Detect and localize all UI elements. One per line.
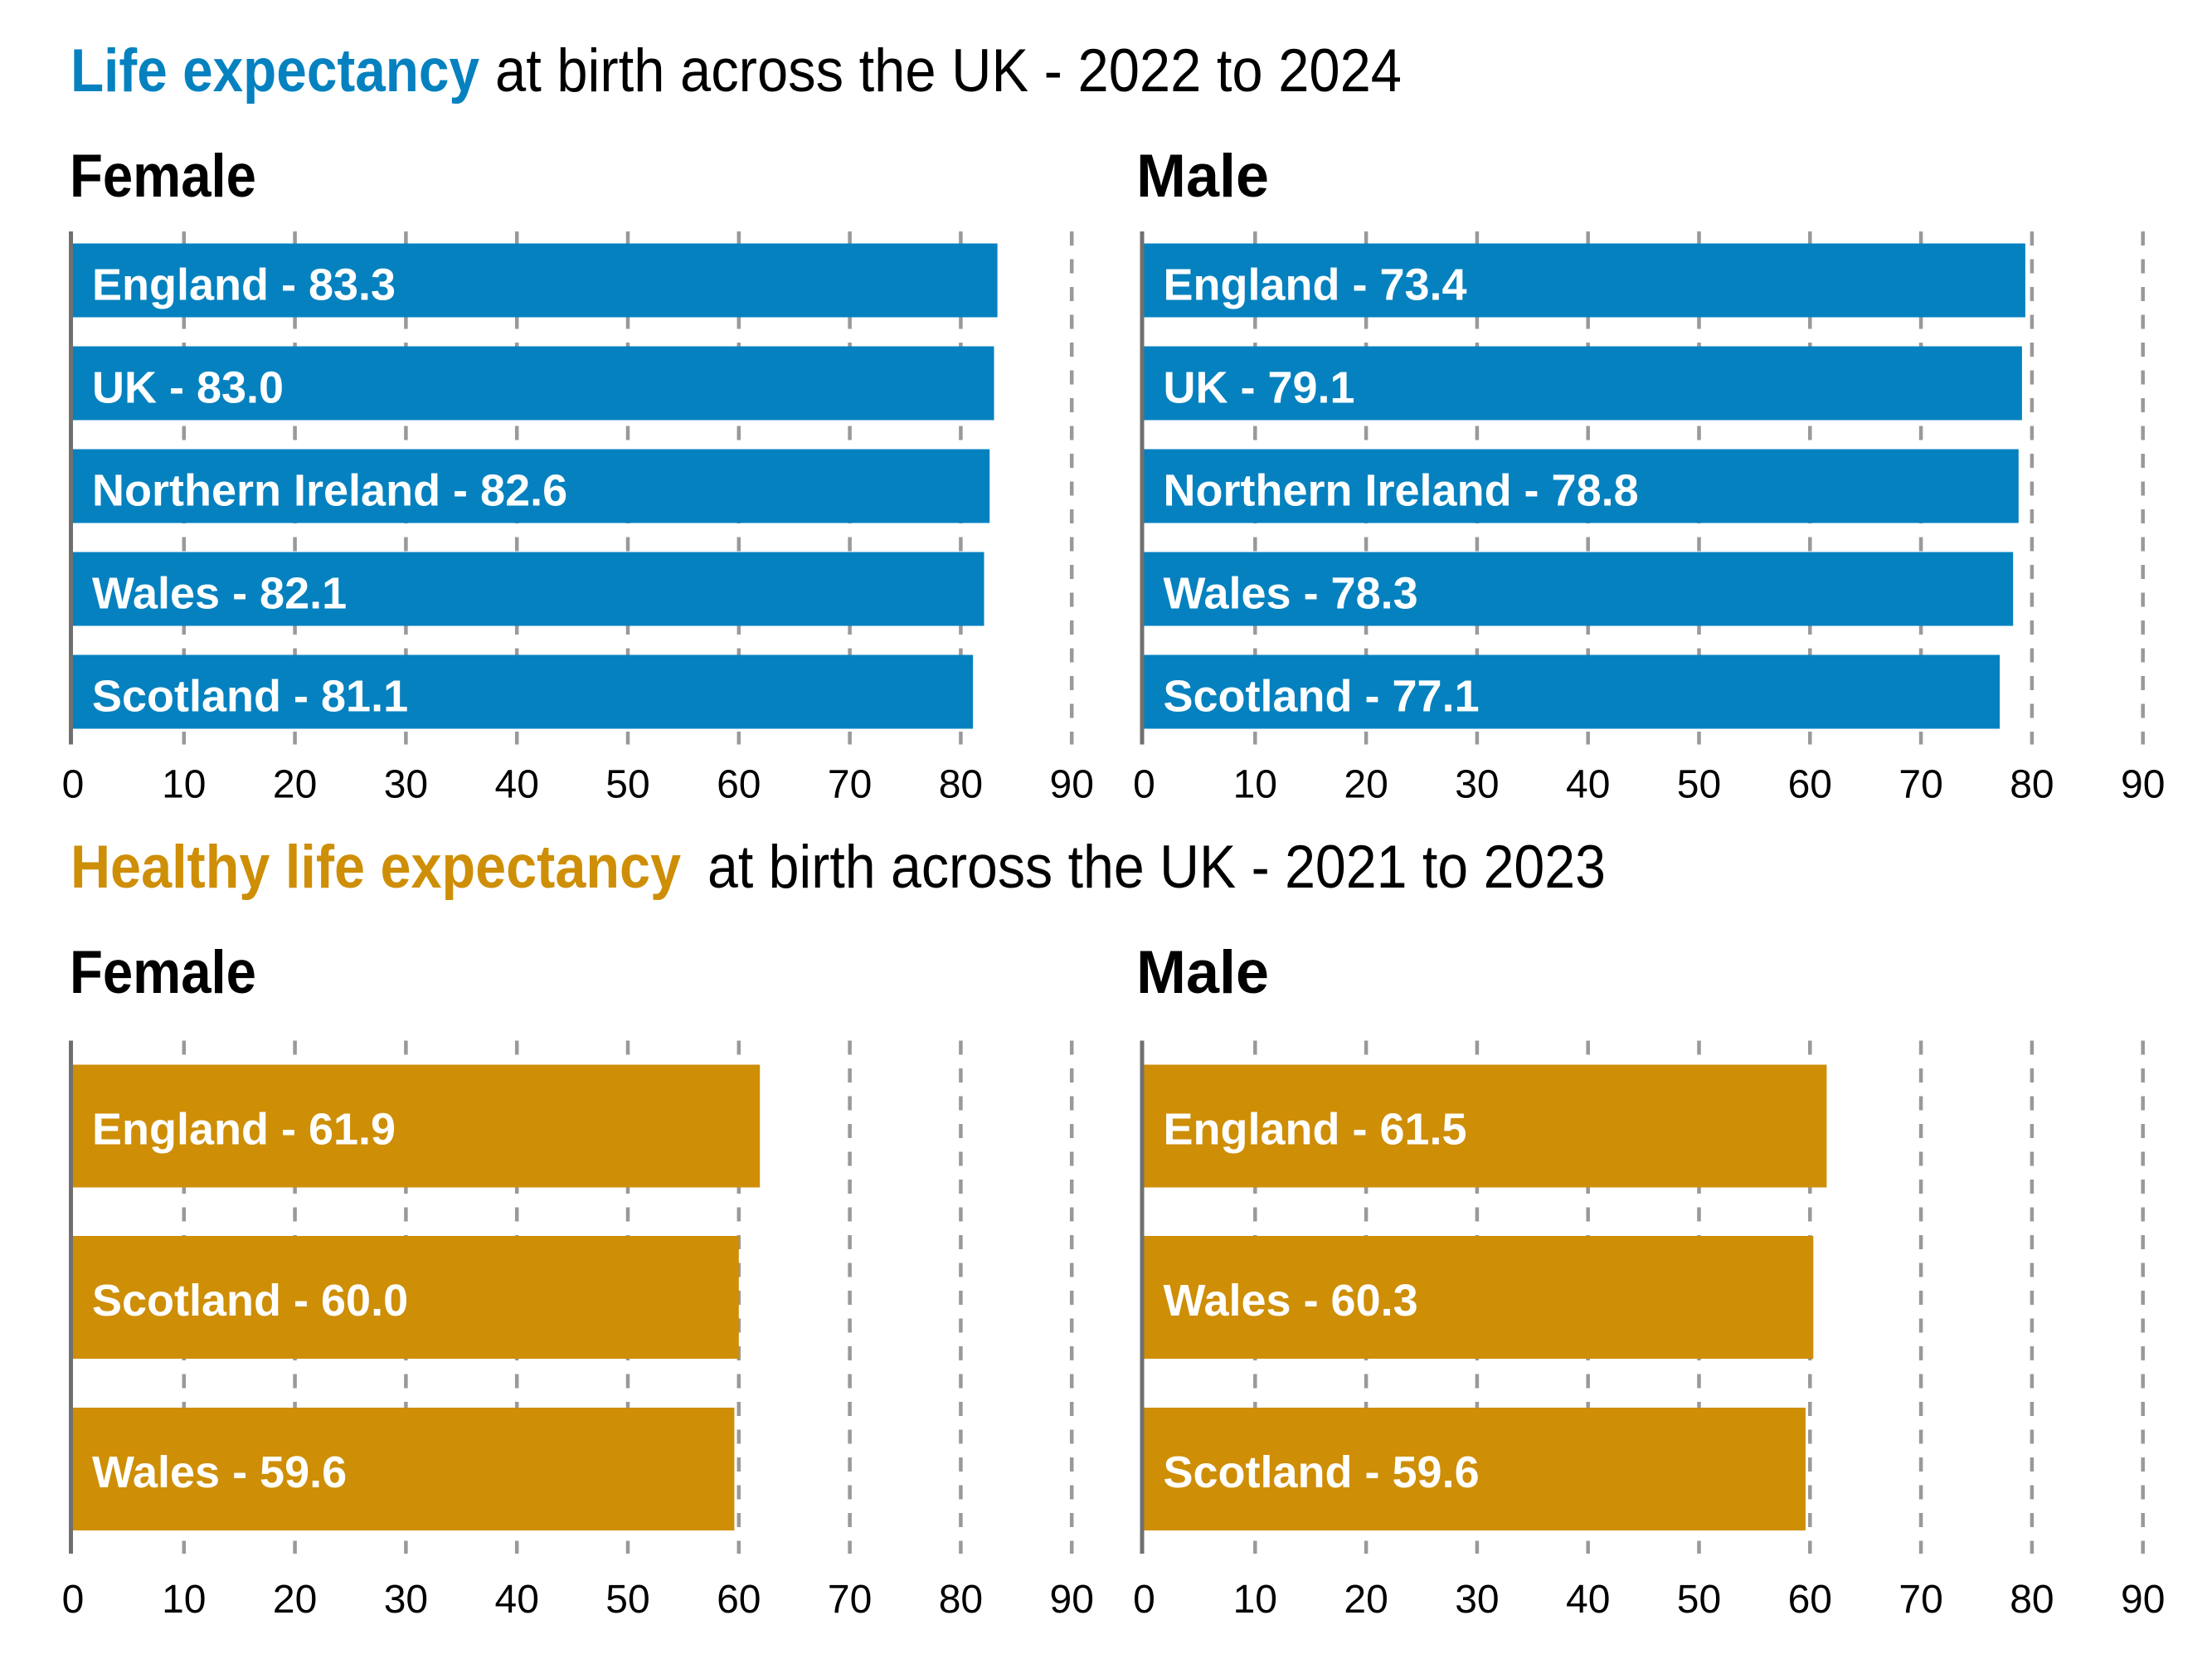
svg-text:50: 50	[1677, 1578, 1721, 1622]
svg-text:England - 61.9: England - 61.9	[92, 1105, 396, 1155]
svg-text:30: 30	[1455, 1578, 1499, 1622]
svg-text:Wales - 78.3: Wales - 78.3	[1164, 569, 1418, 619]
svg-text:10: 10	[1233, 1578, 1277, 1622]
svg-text:0: 0	[1133, 763, 1155, 807]
svg-text:50: 50	[605, 1578, 649, 1622]
svg-text:Wales - 59.6: Wales - 59.6	[92, 1447, 347, 1497]
svg-text:UK - 79.1: UK - 79.1	[1164, 363, 1355, 413]
svg-text:Life expectancy: Life expectancy	[70, 37, 479, 105]
svg-text:40: 40	[495, 763, 539, 807]
svg-text:90: 90	[1050, 763, 1094, 807]
svg-text:Scotland - 59.6: Scotland - 59.6	[1164, 1447, 1480, 1497]
svg-text:90: 90	[1050, 1578, 1094, 1622]
svg-text:at birth across the UK - 2022: at birth across the UK - 2022 to 2024	[495, 37, 1402, 105]
svg-text:at birth across the UK - 2021: at birth across the UK - 2021 to 2023	[707, 834, 1606, 901]
svg-text:England - 73.4: England - 73.4	[1164, 260, 1467, 310]
svg-text:60: 60	[717, 1578, 761, 1622]
svg-text:80: 80	[2010, 1578, 2054, 1622]
svg-text:Wales - 82.1: Wales - 82.1	[92, 569, 347, 619]
svg-text:UK - 83.0: UK - 83.0	[92, 363, 284, 413]
svg-text:30: 30	[1455, 763, 1499, 807]
svg-text:10: 10	[1233, 763, 1277, 807]
svg-text:Northern Ireland - 82.6: Northern Ireland - 82.6	[92, 466, 567, 516]
svg-text:England - 61.5: England - 61.5	[1164, 1105, 1467, 1155]
svg-text:40: 40	[1566, 1578, 1610, 1622]
svg-text:0: 0	[62, 763, 85, 807]
svg-text:70: 70	[1898, 763, 1942, 807]
svg-text:Male: Male	[1136, 143, 1269, 210]
svg-text:70: 70	[1898, 1578, 1942, 1622]
svg-text:60: 60	[717, 763, 761, 807]
svg-text:50: 50	[605, 763, 649, 807]
svg-text:40: 40	[495, 1578, 539, 1622]
svg-text:Female: Female	[70, 939, 256, 1006]
svg-text:30: 30	[384, 1578, 428, 1622]
svg-text:20: 20	[273, 763, 317, 807]
svg-text:40: 40	[1566, 763, 1610, 807]
svg-text:Wales - 60.3: Wales - 60.3	[1164, 1276, 1418, 1326]
svg-text:60: 60	[1788, 1578, 1832, 1622]
svg-text:90: 90	[2121, 763, 2165, 807]
svg-text:England - 83.3: England - 83.3	[92, 260, 396, 310]
svg-text:80: 80	[939, 763, 983, 807]
svg-text:Male: Male	[1136, 939, 1269, 1006]
svg-text:20: 20	[1344, 763, 1388, 807]
svg-text:Healthy life expectancy: Healthy life expectancy	[70, 834, 681, 901]
svg-text:Northern Ireland - 78.8: Northern Ireland - 78.8	[1164, 466, 1639, 516]
svg-text:Scotland - 60.0: Scotland - 60.0	[92, 1276, 408, 1326]
svg-text:0: 0	[62, 1578, 85, 1622]
svg-text:70: 70	[828, 763, 872, 807]
svg-text:90: 90	[2121, 1578, 2165, 1622]
svg-text:30: 30	[384, 763, 428, 807]
svg-text:10: 10	[162, 1578, 206, 1622]
svg-text:Scotland - 81.1: Scotland - 81.1	[92, 672, 408, 722]
svg-text:70: 70	[828, 1578, 872, 1622]
svg-text:20: 20	[1344, 1578, 1388, 1622]
svg-text:20: 20	[273, 1578, 317, 1622]
svg-text:Scotland - 77.1: Scotland - 77.1	[1164, 672, 1480, 722]
svg-text:60: 60	[1788, 763, 1832, 807]
svg-text:10: 10	[162, 763, 206, 807]
svg-text:80: 80	[939, 1578, 983, 1622]
svg-text:Female: Female	[70, 143, 256, 210]
svg-text:50: 50	[1677, 763, 1721, 807]
svg-text:0: 0	[1133, 1578, 1155, 1622]
svg-text:80: 80	[2010, 763, 2054, 807]
